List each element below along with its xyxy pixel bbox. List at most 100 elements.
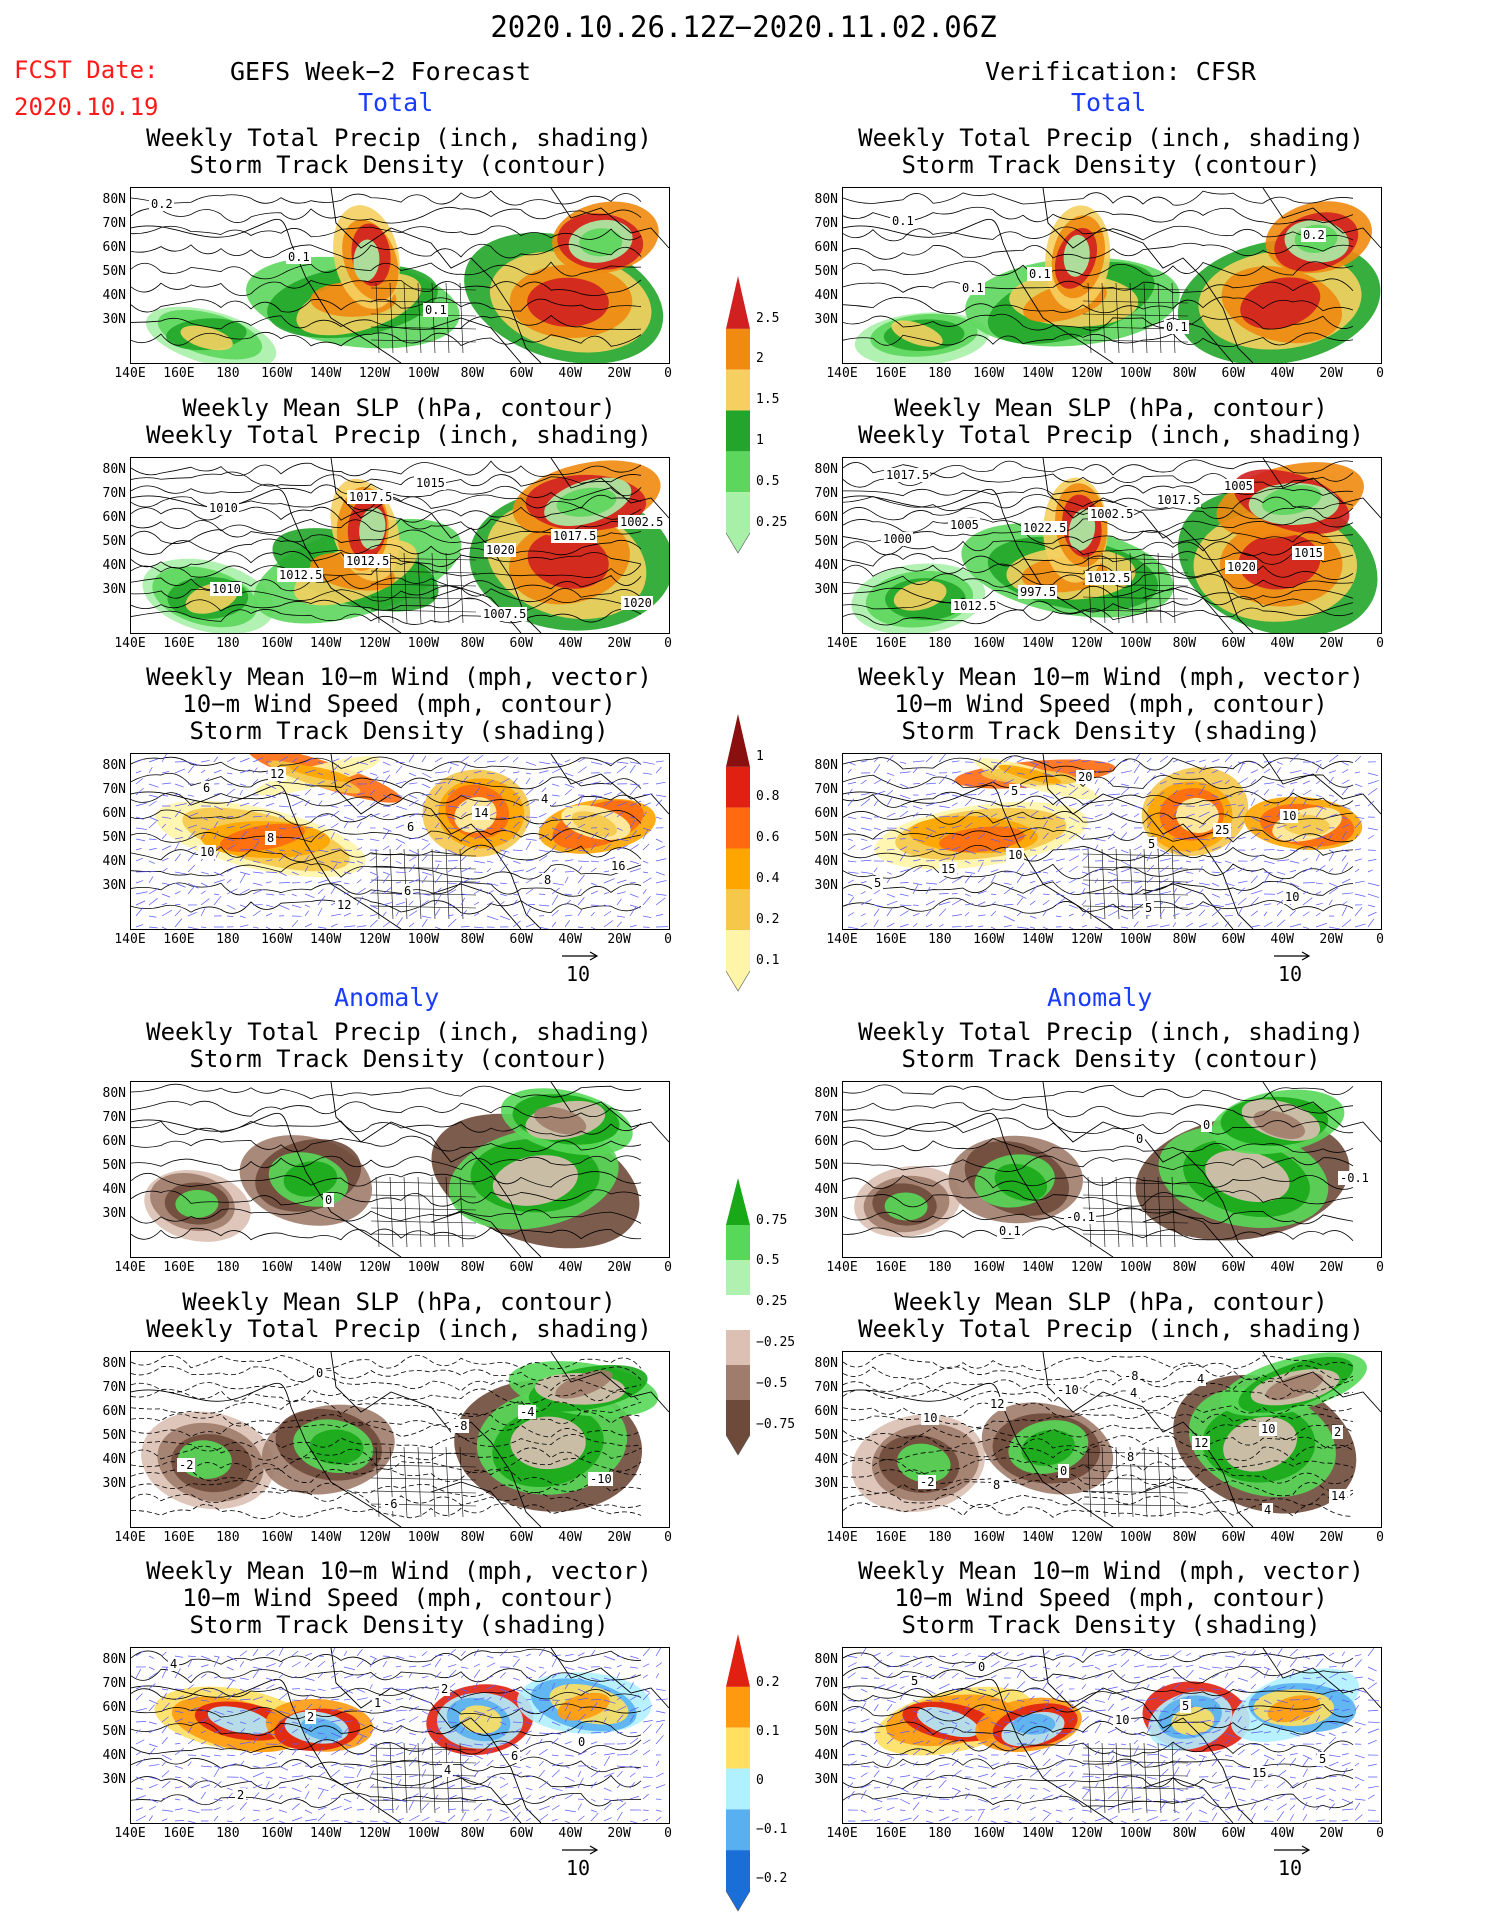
- lat-label: 50N: [814, 534, 838, 549]
- lon-label: 120W: [1070, 1260, 1103, 1275]
- main-title: 2020.10.26.12Z−2020.11.02.06Z: [490, 10, 997, 44]
- lon-label: 80W: [1172, 1530, 1197, 1545]
- lon-label: 0: [1376, 1530, 1384, 1545]
- map-panel: 0.1 0.1 0.1 0.2 0.1: [842, 187, 1382, 364]
- lon-label: 180: [216, 1260, 240, 1275]
- lon-label: 160E: [163, 1826, 195, 1841]
- lat-label: 70N: [814, 486, 838, 501]
- lat-label: 30N: [814, 1476, 838, 1491]
- colorbar-segment: [726, 328, 750, 370]
- lon-label: 20W: [607, 366, 631, 381]
- panel-title-line: Weekly Total Precip (inch, shading): [858, 124, 1364, 152]
- contours: [131, 190, 642, 347]
- contour-label-text: 0: [325, 1193, 332, 1207]
- contour-label: -4: [518, 1405, 536, 1419]
- contour-label-text: 1000: [883, 532, 912, 546]
- map-panel: -0.1 0 -0.1 0.1 0: [842, 1081, 1382, 1258]
- lon-label: 20W: [607, 636, 631, 651]
- lat-label: 30N: [102, 878, 126, 893]
- shading-region: [510, 1416, 586, 1470]
- contour-label: 0.1: [423, 303, 448, 317]
- shading-region: [893, 580, 947, 611]
- lon-label: 140W: [1021, 636, 1054, 651]
- lon-label: 160W: [973, 1260, 1005, 1275]
- contour-label: 1017.5: [551, 529, 597, 543]
- lon-label: 160E: [875, 1826, 907, 1841]
- contour-label: 8: [1125, 1450, 1136, 1464]
- lon-label: 40W: [1270, 636, 1294, 651]
- contour-label: 0.1: [286, 250, 311, 264]
- contour-label: 14: [472, 806, 490, 820]
- contour-label-text: 5: [1145, 901, 1152, 915]
- contour-label: 10: [198, 845, 216, 859]
- lat-label: 40N: [102, 1182, 126, 1197]
- contour-label-text: 4: [1130, 1386, 1137, 1400]
- lat-label: 30N: [814, 878, 838, 893]
- lon-label: 0: [1376, 636, 1384, 651]
- contours: [131, 1354, 642, 1519]
- panel-title-line: Storm Track Density (contour): [189, 1045, 609, 1073]
- colorbar-label: 0.25: [756, 514, 788, 530]
- panel-title-line: Storm Track Density (contour): [901, 151, 1321, 179]
- map-canvas: 1010 1012.5 1007.5 1002.5 1012.5 1015 1017.5 10…: [131, 458, 669, 633]
- colorbar-label: 0.8: [756, 789, 780, 805]
- political-boundaries: [1082, 848, 1189, 920]
- lon-label: 140E: [114, 932, 146, 947]
- colorbar-label: −0.25: [756, 1335, 796, 1351]
- lon-label: 20W: [607, 1260, 631, 1275]
- contour-label: 6: [509, 1749, 520, 1763]
- lon-label: 20W: [607, 1530, 631, 1545]
- lat-label: 30N: [102, 1206, 126, 1221]
- lon-label: 80W: [460, 366, 485, 381]
- shading-region: [353, 239, 380, 282]
- lon-label: 180: [216, 366, 240, 381]
- shading-region: [998, 764, 1062, 784]
- contour-label-text: 10: [1282, 809, 1296, 823]
- map-canvas: 5 5 0 10 15 5: [843, 1648, 1381, 1823]
- left-column-heading: GEFS Week−2 Forecast: [230, 57, 532, 86]
- lon-label: 180: [928, 1260, 952, 1275]
- lat-label: 50N: [102, 830, 126, 845]
- contour-label: 6: [405, 820, 416, 834]
- lon-label: 0: [1376, 932, 1384, 947]
- lat-label: 60N: [814, 1134, 838, 1149]
- colorbar-label: 0.2: [756, 1674, 780, 1690]
- coastlines: [843, 458, 1381, 633]
- lon-label: 100W: [1119, 932, 1152, 947]
- contour-label: 12: [1192, 1436, 1210, 1450]
- lat-label: 60N: [102, 806, 126, 821]
- contour-label: 25: [1213, 823, 1231, 837]
- contour-label: 1012.5: [344, 554, 390, 568]
- panel-title-line: Weekly Total Precip (inch, shading): [146, 1018, 652, 1046]
- contour-label: 1005: [1222, 479, 1254, 493]
- contour-label-text: 8: [993, 1478, 1000, 1492]
- coastlines: [843, 1648, 1381, 1823]
- lon-label: 180: [928, 1530, 952, 1545]
- contour-label: 0: [976, 1660, 987, 1674]
- lon-label: 180: [216, 636, 240, 651]
- lat-label: 40N: [814, 1452, 838, 1467]
- wind-vectors: [135, 1648, 668, 1823]
- lon-label: 80W: [1172, 932, 1197, 947]
- lon-label: 120W: [358, 932, 391, 947]
- contours: [843, 755, 1354, 914]
- contour-label: 4: [1262, 1503, 1273, 1517]
- map-panel: 2 0 2 1 6 4 2 4: [130, 1647, 670, 1824]
- contour-label-text: 0.1: [962, 281, 984, 295]
- contour-label-text: 997.5: [1020, 585, 1056, 599]
- coastlines: [131, 188, 669, 363]
- contour-label-text: 0.1: [1029, 267, 1051, 281]
- colorbar-label: 0.4: [756, 871, 780, 887]
- contour-label: 10: [1006, 848, 1024, 862]
- colorbar-segment: [726, 1727, 750, 1769]
- colorbar-segment: [726, 1634, 750, 1687]
- lon-label: 100W: [407, 932, 440, 947]
- lon-label: 20W: [1319, 932, 1343, 947]
- shading-region: [288, 764, 352, 782]
- colorbar-segment: [726, 1295, 750, 1330]
- contour-label: 0: [323, 1193, 334, 1207]
- contours: [843, 1649, 1354, 1809]
- contour-label-text: -6: [383, 1497, 397, 1511]
- contour-label: 4: [1195, 1372, 1206, 1386]
- contour-label-text: 20: [1078, 770, 1092, 784]
